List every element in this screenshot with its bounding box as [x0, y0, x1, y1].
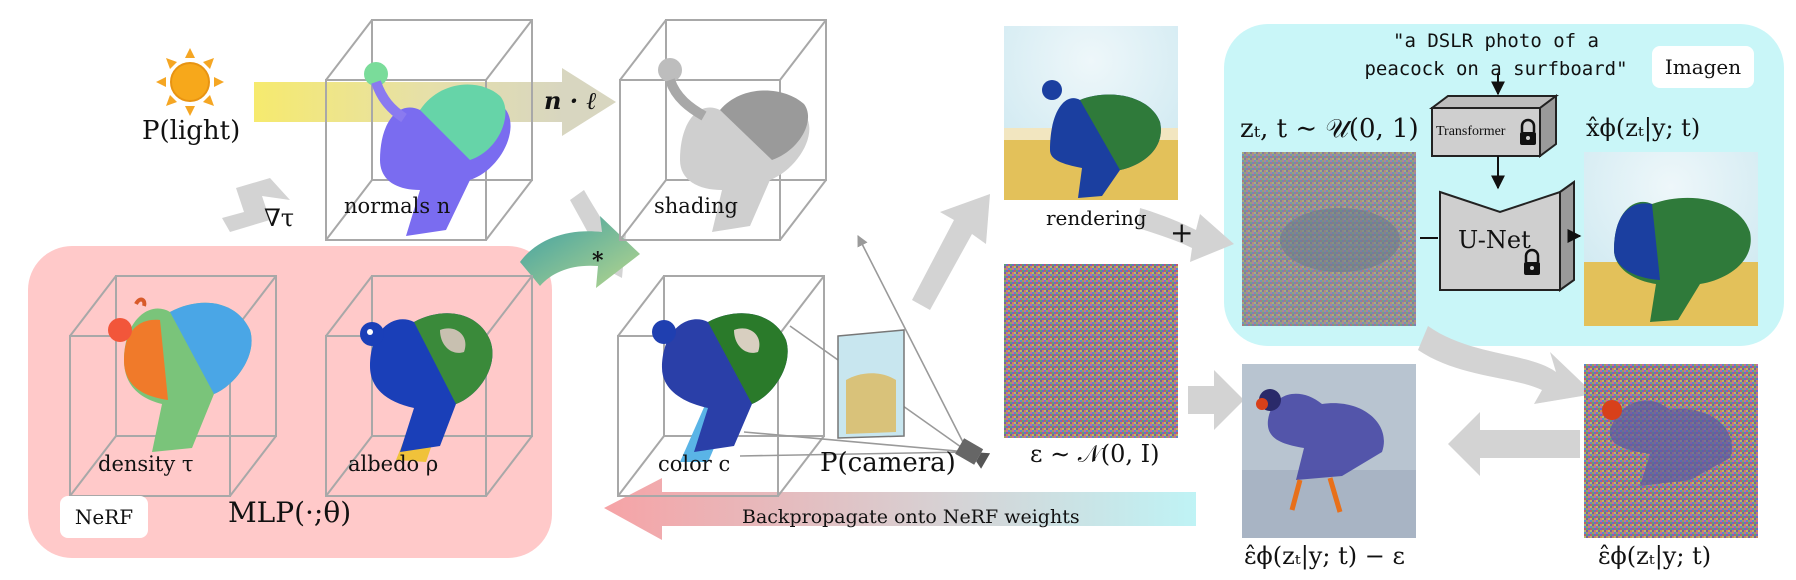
plus-label: + — [1170, 216, 1194, 249]
peacock-shading-image — [658, 58, 810, 233]
peacock-density-image — [108, 297, 252, 452]
peacock-albedo-image — [360, 313, 493, 462]
noise-image — [1004, 264, 1178, 438]
density-label: density τ — [98, 452, 194, 476]
camera-label: P(camera) — [820, 448, 956, 478]
backprop-label: Backpropagate onto NeRF weights — [742, 506, 1080, 528]
lock-icon — [1524, 248, 1540, 275]
camera-icon — [955, 438, 991, 469]
sun-icon — [156, 48, 224, 116]
image-plane-content — [846, 373, 896, 434]
shading-label: shading — [654, 194, 738, 218]
star-label: * — [592, 248, 604, 274]
eps-hat-label: ε̂ϕ(zₜ|y; t) — [1598, 542, 1712, 570]
arrow-to-rendering — [912, 194, 990, 310]
rendering-image — [1004, 26, 1178, 200]
backprop-arrow — [604, 478, 1196, 540]
light-beam-head — [562, 68, 616, 136]
residual-image — [1242, 364, 1416, 538]
normals-label: normals n — [344, 194, 451, 218]
eps-hat-image — [1584, 364, 1758, 538]
dot-product-label: n · ℓ — [544, 86, 597, 115]
transformer-label: Transformer — [1436, 124, 1506, 139]
xhat-label: x̂ϕ(zₜ|y; t) — [1586, 114, 1701, 142]
noise-label: ε ∼ 𝒩(0, I) — [1030, 440, 1160, 468]
albedo-label: albedo ρ — [348, 452, 439, 476]
residual-label: ε̂ϕ(zₜ|y; t) − ε — [1244, 542, 1405, 570]
noisy-latent-image — [1242, 152, 1416, 326]
arrow-imagen-to-eps — [1418, 326, 1594, 404]
arrow-eps-to-residual — [1448, 412, 1580, 476]
zt-label: zₜ, t ∼ 𝒰(0, 1) — [1240, 114, 1419, 144]
arrow-gradient — [222, 178, 290, 232]
peacock-normals-image — [364, 62, 511, 236]
arrow-rendering-to-imagen — [1138, 208, 1234, 262]
box-albedo — [325, 275, 533, 497]
lock-icon — [1520, 118, 1536, 145]
color-label: color c — [658, 452, 731, 476]
rendering-label: rendering — [1046, 206, 1147, 230]
gradient-label: ∇τ — [264, 204, 295, 232]
denoised-image — [1584, 152, 1758, 326]
arrow-noise-to-output — [1188, 370, 1244, 430]
box-normals — [325, 19, 533, 241]
prompt-line-2: peacock on a surfboard" — [1364, 58, 1628, 80]
imagen-tag: Imagen — [1652, 46, 1754, 88]
mlp-label: MLP(·;θ) — [228, 496, 352, 529]
light-label: P(light) — [142, 116, 241, 146]
unet-label: U-Net — [1458, 226, 1531, 254]
prompt-line-1: "a DSLR photo of a — [1393, 30, 1599, 52]
nerf-tag: NeRF — [60, 496, 148, 538]
peacock-color-image — [652, 313, 788, 462]
arrow-albedo-to-color — [520, 216, 640, 288]
